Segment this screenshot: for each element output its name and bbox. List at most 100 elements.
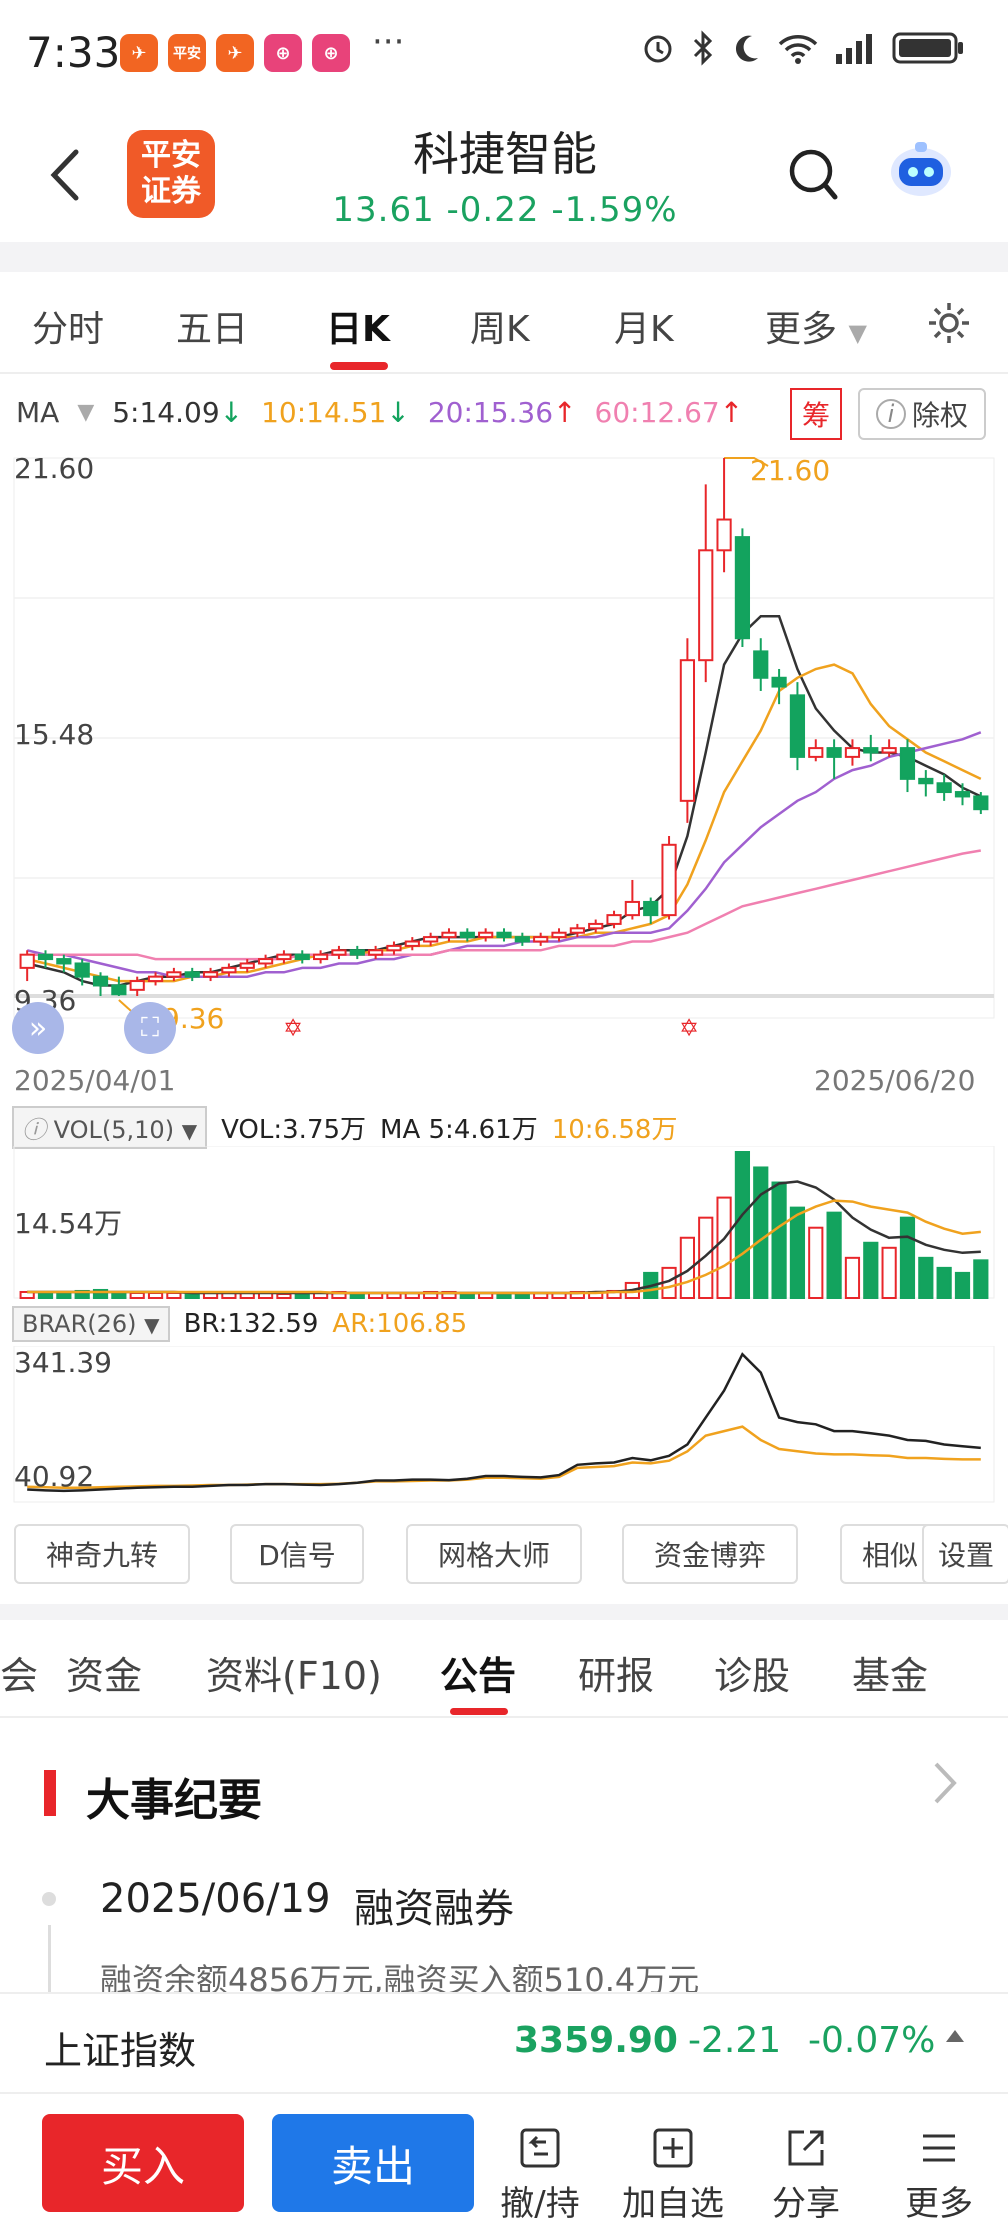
pingan-app-icon: ✈ (216, 34, 254, 72)
event-star-icon[interactable]: ✡ (679, 1014, 700, 1042)
candle (716, 458, 732, 573)
candle (386, 941, 402, 955)
candle (239, 959, 255, 973)
brar-min-label: 40.92 (14, 1460, 95, 1493)
volume-chart[interactable] (0, 1146, 1008, 1302)
index-name: 上证指数 (44, 2029, 197, 2073)
volume-max-label: 14.54万 (14, 1207, 123, 1240)
subtab-partial[interactable]: 会 (0, 1654, 39, 1698)
volume-bar (808, 1226, 824, 1299)
candle (441, 928, 457, 942)
candle (184, 967, 200, 982)
divider (0, 1716, 1008, 1718)
sell-button[interactable]: 卖出 (272, 2114, 474, 2212)
subtab-research[interactable]: 研报 (578, 1654, 655, 1698)
battery-icon (892, 32, 963, 64)
candle-body (202, 971, 219, 978)
magic-nine-button[interactable]: 神奇九转 (14, 1524, 190, 1584)
tab-more[interactable]: 更多 ▼ (765, 309, 867, 350)
candle-body (147, 975, 164, 983)
d-signal-button[interactable]: D信号 (230, 1524, 364, 1584)
volume-indicator-selector[interactable]: ⓘ VOL(5,10) ▼ (12, 1106, 208, 1149)
candle-body (92, 975, 109, 987)
candle-body (881, 747, 897, 754)
ma-legend[interactable]: MA ▼ 5:14.09↓ 10:14.51↓ 20:15.36↑ 60:12.… (16, 396, 743, 429)
index-ticker-bar[interactable] (0, 1992, 1008, 2094)
candle (276, 950, 292, 964)
buy-button[interactable]: 买入 (42, 2114, 244, 2212)
subtab-funds[interactable]: 资金 (66, 1654, 143, 1698)
cancel-order-icon (520, 2128, 560, 2168)
candle-body (716, 518, 732, 552)
volume-ma5: MA 5:4.61万 (380, 1115, 538, 1145)
settings-button[interactable]: 设置 (922, 1524, 1008, 1584)
stock-name: 科捷智能 (413, 127, 597, 181)
volume-ma10: 10:6.58万 (551, 1115, 678, 1145)
ex-rights-button[interactable]: i 除权 (858, 388, 986, 440)
candle (936, 774, 952, 801)
candle-body (826, 747, 842, 758)
brar-legend[interactable]: BRAR(26) ▼ BR:132.59 AR:106.85 (12, 1306, 467, 1342)
volume-bar (698, 1216, 714, 1299)
candle (202, 967, 219, 982)
broker-logo[interactable]: 平安 证券 (127, 130, 215, 218)
ai-assistant-robot-icon[interactable] (885, 138, 957, 204)
volume-bar (19, 1290, 35, 1299)
chip-distribution-button[interactable]: 筹 (790, 388, 842, 440)
tab-weekly-k[interactable]: 周K (470, 309, 530, 350)
expand-chevron-icon[interactable]: » (12, 1002, 64, 1054)
bluetooth-icon (693, 30, 713, 66)
add-watchlist-button[interactable]: 加自选 (618, 2124, 728, 2225)
subtab-announcements[interactable]: 公告 (440, 1654, 517, 1698)
candle-body (624, 900, 640, 917)
candle (313, 950, 329, 964)
subtab-f10[interactable]: 资料(F10) (206, 1654, 382, 1698)
candle-body (844, 747, 861, 758)
tab-five-day[interactable]: 五日 (176, 309, 249, 350)
candle (918, 770, 934, 797)
active-tab-indicator (330, 362, 388, 370)
active-subtab-indicator (450, 1708, 508, 1715)
section-divider (0, 1604, 1008, 1620)
subtab-diagnose[interactable]: 诊股 (714, 1654, 791, 1698)
candle-body (19, 953, 35, 969)
more-button[interactable]: 更多 (884, 2124, 994, 2225)
kline-chart[interactable] (0, 440, 1008, 1080)
fund-game-button[interactable]: 资金博弈 (622, 1524, 798, 1584)
candle-body (551, 931, 567, 939)
expand-up-icon[interactable] (944, 2026, 966, 2044)
tab-fenshi[interactable]: 分时 (32, 309, 105, 350)
br-value: BR:132.59 (183, 1309, 319, 1339)
tab-monthly-k[interactable]: 月K (614, 309, 674, 350)
fullscreen-icon[interactable]: ⛶ (124, 1002, 176, 1054)
volume-bar (147, 1291, 164, 1300)
subtab-fund[interactable]: 基金 (852, 1654, 929, 1698)
event-star-icon[interactable]: ✡ (283, 1014, 304, 1042)
back-arrow-icon[interactable] (40, 140, 90, 210)
share-button[interactable]: 分享 (751, 2124, 861, 2225)
cancel-hold-button[interactable]: 撤/持 (485, 2124, 595, 2225)
date-end-label: 2025/06/20 (814, 1064, 976, 1097)
search-icon[interactable] (785, 145, 841, 205)
brar-chart[interactable] (0, 1346, 1008, 1504)
settings-gear-icon[interactable] (926, 300, 972, 346)
ma-label: MA (16, 396, 60, 429)
chevron-right-icon[interactable] (930, 1758, 960, 1808)
ar-value: AR:106.85 (332, 1309, 468, 1339)
volume-value: VOL:3.75万 (221, 1115, 367, 1145)
volume-bar (716, 1196, 732, 1299)
ma60-value: 60:12.67↑ (594, 396, 744, 429)
grid-master-button[interactable]: 网格大师 (406, 1524, 582, 1584)
volume-legend[interactable]: ⓘ VOL(5,10) ▼ VOL:3.75万 MA 5:4.61万 10:6.… (12, 1106, 677, 1149)
candle (331, 945, 347, 960)
candle-body (239, 962, 255, 969)
tab-daily-k[interactable]: 日K (326, 309, 390, 350)
stock-price: 13.61 (332, 190, 435, 230)
volume-bar (184, 1292, 200, 1299)
ma10-value: 10:14.51↓ (261, 396, 410, 429)
candle (129, 976, 145, 996)
brar-indicator-selector[interactable]: BRAR(26) ▼ (12, 1306, 170, 1342)
candle-body (111, 984, 127, 996)
candle-body (404, 940, 420, 947)
candle-body (514, 936, 530, 943)
